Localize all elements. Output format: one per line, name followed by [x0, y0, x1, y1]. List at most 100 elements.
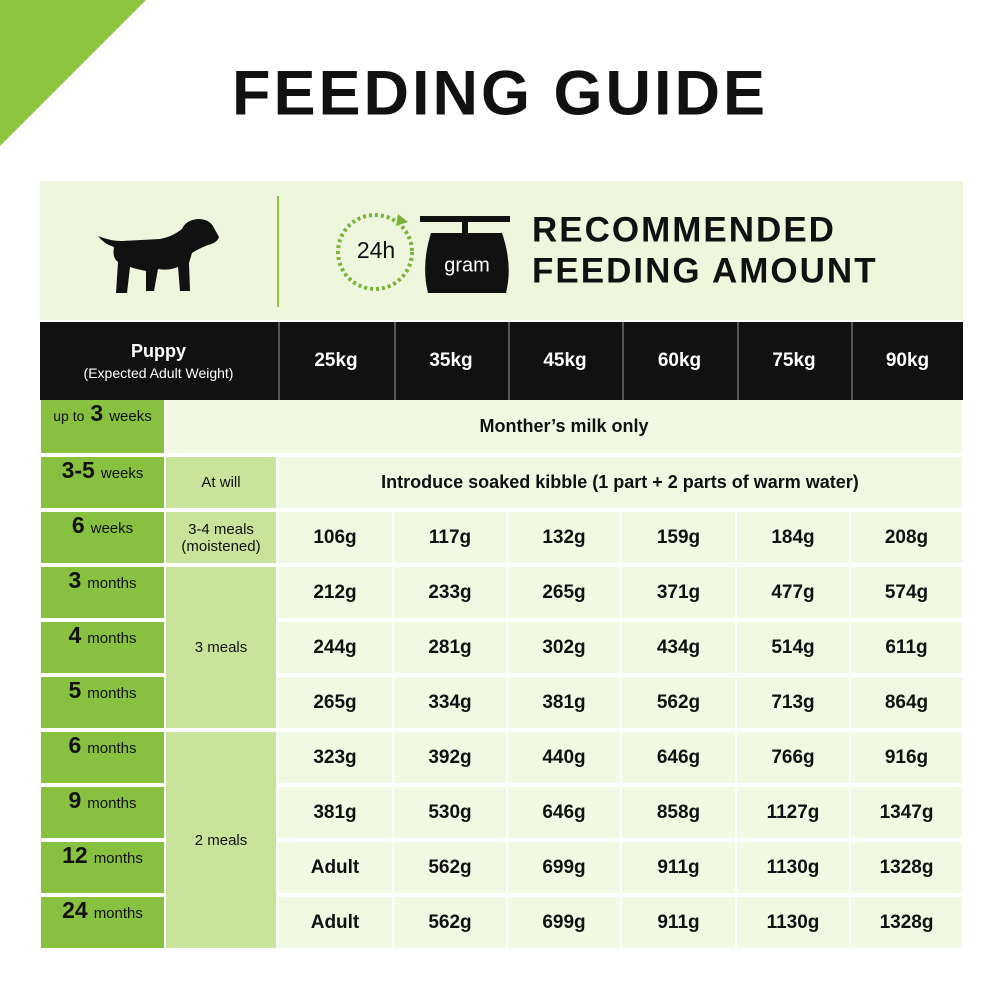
- amount: 371g: [656, 581, 701, 603]
- amount: 265g: [313, 691, 357, 713]
- amount-cell: 514g: [737, 622, 849, 673]
- amount-cell: 212g: [278, 567, 392, 618]
- amount-cell: 392g: [394, 732, 506, 783]
- amount-cell: Adult: [278, 842, 392, 893]
- meals-label: (moistened): [181, 537, 261, 555]
- age-unit: months: [93, 850, 143, 867]
- amount: 916g: [884, 746, 929, 768]
- age-number: 3: [68, 567, 82, 593]
- age-cell: 5 months: [41, 677, 164, 728]
- age-number: 4: [68, 622, 82, 648]
- amount-cell: 646g: [622, 732, 735, 783]
- age-number: 9: [68, 787, 82, 813]
- amount-cell: 1328g: [851, 897, 962, 948]
- amount-cell: 184g: [737, 512, 849, 563]
- corner-sublabel: (Expected Adult Weight): [83, 365, 234, 381]
- age-number: 5: [68, 677, 82, 703]
- age-unit: months: [87, 630, 137, 647]
- age-unit: months: [93, 905, 143, 922]
- amount-cell: Adult: [278, 897, 392, 948]
- weight-header: 25kg: [278, 322, 392, 400]
- amount: 440g: [542, 746, 586, 768]
- age-prefix: up to: [53, 408, 85, 424]
- amount-cell: 281g: [394, 622, 506, 673]
- amount-cell: 477g: [737, 567, 849, 618]
- age-number: 24: [62, 897, 88, 923]
- weight-header: 35kg: [394, 322, 506, 400]
- age-number: 6: [71, 512, 85, 538]
- amount: 244g: [313, 636, 357, 658]
- meals-cell: 3-4 meals (moistened): [166, 512, 276, 563]
- amount: 1347g: [879, 801, 934, 823]
- amount-cell: 916g: [851, 732, 962, 783]
- corner-cell: Puppy (Expected Adult Weight): [41, 322, 276, 400]
- amount-cell: 646g: [508, 787, 620, 838]
- age-cell: 4 months: [41, 622, 164, 673]
- amount-cell: 440g: [508, 732, 620, 783]
- weight-header: 60kg: [622, 322, 735, 400]
- note-cell: Introduce soaked kibble (1 part + 2 part…: [278, 457, 962, 508]
- age-number: 3: [90, 400, 104, 426]
- age-cell: 6 weeks: [41, 512, 164, 563]
- amount: 646g: [542, 801, 586, 823]
- amount: 392g: [428, 746, 472, 768]
- weight-header: 75kg: [737, 322, 849, 400]
- amount: 713g: [771, 691, 815, 713]
- amount: 381g: [313, 801, 357, 823]
- age-cell: 12 months: [41, 842, 164, 893]
- amount-cell: 302g: [508, 622, 620, 673]
- weight-label: 75kg: [772, 350, 816, 371]
- clock-ring: [336, 213, 414, 291]
- age-unit: months: [87, 740, 137, 757]
- note-text: Introduce soaked kibble (1 part + 2 part…: [381, 472, 859, 492]
- amount-cell: 381g: [508, 677, 620, 728]
- weight-label: 60kg: [657, 350, 702, 371]
- amount-cell: 911g: [622, 897, 735, 948]
- weight-label: 45kg: [543, 350, 587, 371]
- amount-cell: 562g: [394, 842, 506, 893]
- amount-cell: 159g: [622, 512, 735, 563]
- amount: Adult: [310, 856, 360, 878]
- amount: Adult: [310, 911, 360, 933]
- heading-line: FEEDING AMOUNT: [532, 251, 878, 290]
- amount: 334g: [428, 691, 472, 713]
- weight-label: 35kg: [429, 350, 473, 371]
- meals-label: At will: [201, 474, 241, 491]
- age-cell: 9 months: [41, 787, 164, 838]
- icon-24h: 24h: [357, 237, 395, 263]
- heading-line: RECOMMENDED: [532, 210, 836, 249]
- amount: 159g: [656, 526, 701, 548]
- amount-cell: 434g: [622, 622, 735, 673]
- amount: 699g: [542, 856, 586, 878]
- age-number: 12: [62, 842, 88, 868]
- note-text: Monther’s milk only: [479, 416, 649, 436]
- scale-top: [420, 216, 510, 222]
- amount: 864g: [884, 691, 929, 713]
- age-number: 3-5: [61, 457, 95, 483]
- weight-header: 90kg: [851, 322, 962, 400]
- icon-gram: gram: [444, 254, 490, 276]
- amount-cell: 371g: [622, 567, 735, 618]
- amount: 911g: [657, 911, 700, 933]
- amount: 611g: [885, 636, 928, 658]
- amount-cell: 117g: [394, 512, 506, 563]
- age-cell: up to 3 weeks: [41, 400, 164, 453]
- amount: 281g: [428, 636, 472, 658]
- amount: 1328g: [879, 856, 934, 878]
- amount: 132g: [542, 526, 586, 548]
- amount-cell: 1130g: [737, 897, 849, 948]
- clock-arrow: [396, 214, 408, 226]
- age-unit: months: [87, 795, 137, 812]
- amount-cell: 265g: [278, 677, 392, 728]
- amount: 911g: [657, 856, 700, 878]
- amount: 1127g: [766, 801, 820, 823]
- amount: 434g: [656, 636, 701, 658]
- amount: 477g: [771, 581, 815, 603]
- amount-cell: 208g: [851, 512, 962, 563]
- age-cell: 6 months: [41, 732, 164, 783]
- amount-cell: 699g: [508, 842, 620, 893]
- amount: 323g: [313, 746, 357, 768]
- age-unit: months: [87, 685, 137, 702]
- meals-cell: 2 meals: [166, 732, 276, 948]
- amount-cell: 864g: [851, 677, 962, 728]
